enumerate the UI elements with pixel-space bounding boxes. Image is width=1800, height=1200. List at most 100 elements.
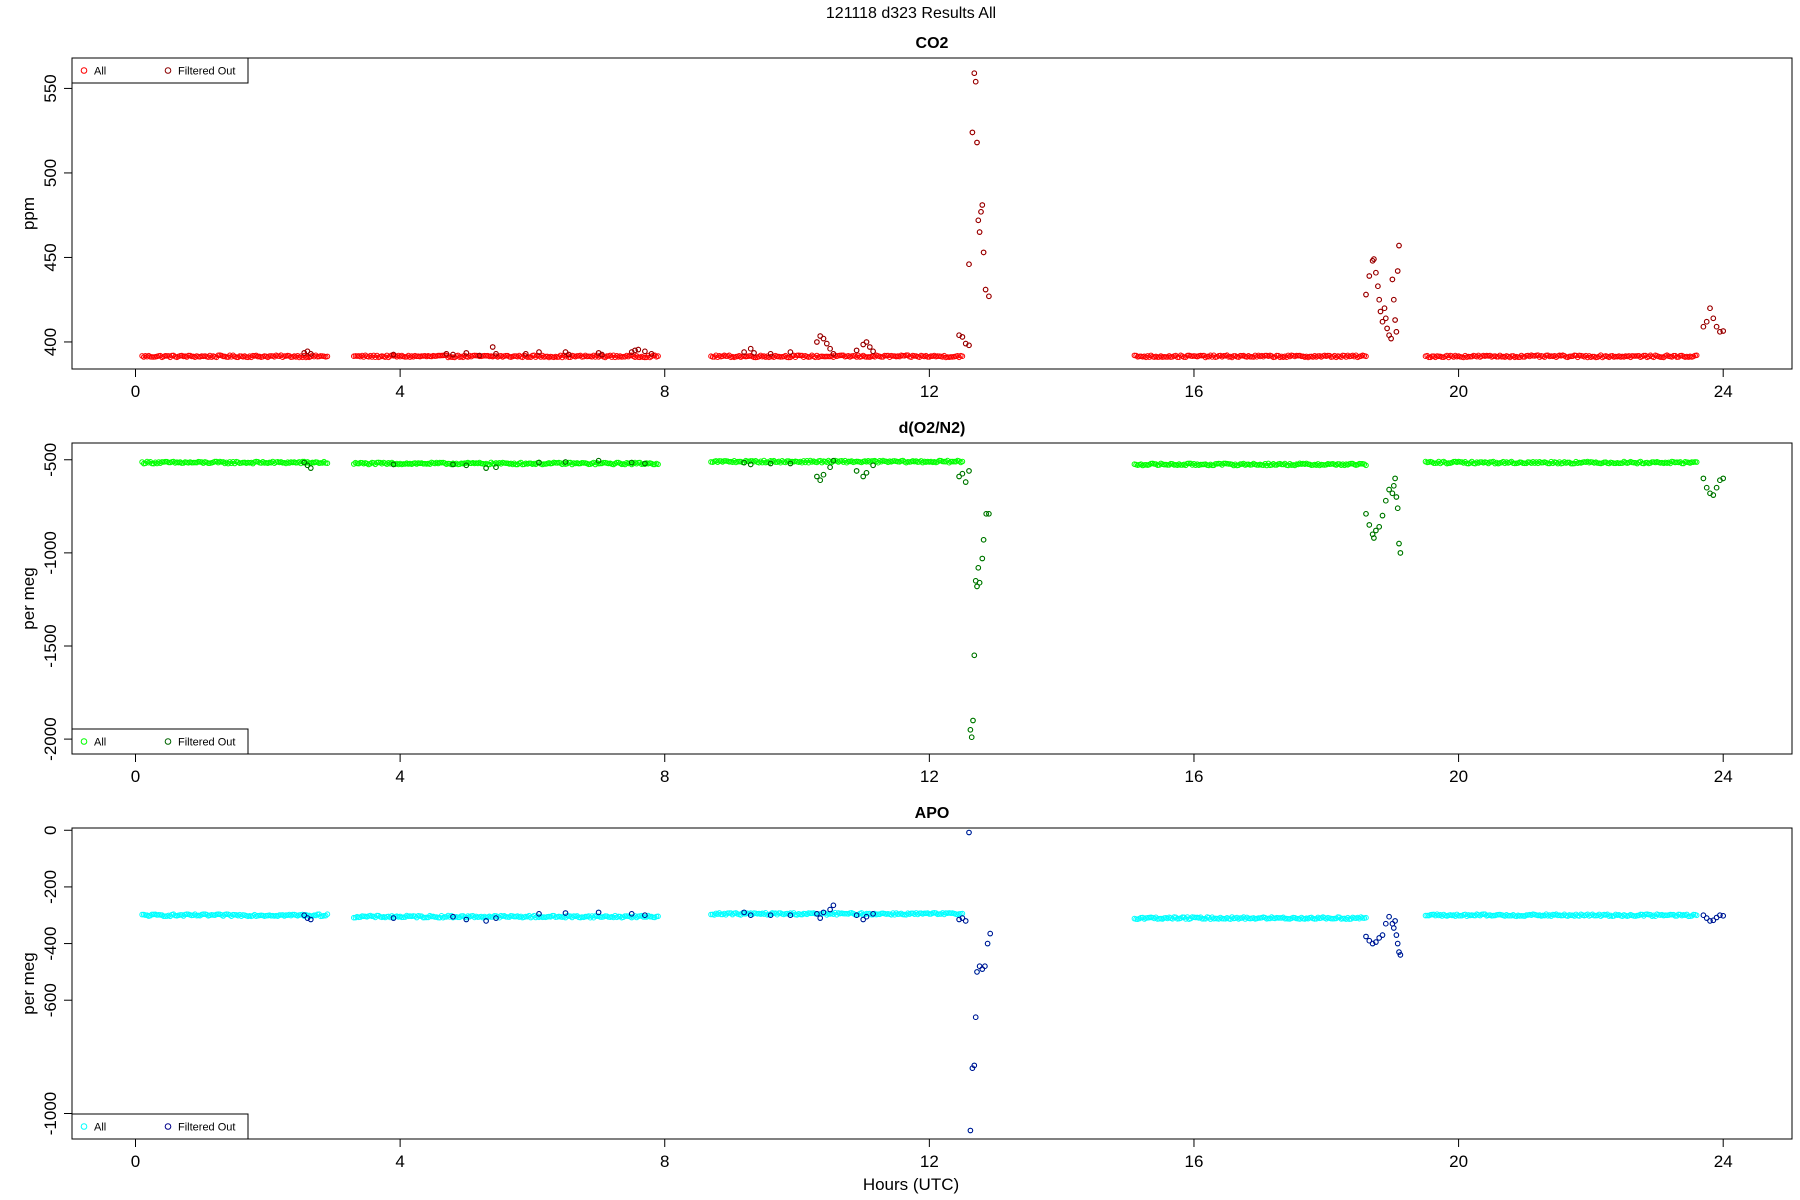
panel-d-o2-n2-legend-marker-filtered-out: [164, 738, 172, 745]
panel-apo-point-filtered-53: [1396, 949, 1402, 955]
panel-d-o2-n2-x-tick-label-12: 12: [920, 767, 939, 786]
panel-d-o2-n2-y-tick-label-500: -500: [41, 443, 60, 477]
panel-d-o2-n2-point-filtered-57: [1397, 550, 1404, 556]
panel-co2-legend-label-filtered-out: Filtered Out: [178, 66, 235, 78]
panel-d-o2-n2-point-filtered-38: [979, 555, 986, 562]
panel-co2-point-all-4-59: [1520, 354, 1526, 360]
panel-co2-point-filtered-8: [489, 344, 496, 350]
panel-apo-point-filtered-50: [1392, 918, 1398, 924]
panel-d-o2-n2-point-filtered-35: [974, 583, 980, 590]
panel-co2-point-filtered-71: [1394, 268, 1401, 274]
panel-d-o2-n2-point-filtered-4: [450, 461, 456, 468]
panel-d-o2-n2-point-all-3-140: [1363, 462, 1369, 469]
panel-co2-point-filtered-4: [443, 351, 450, 357]
panel-co2-point-filtered-77: [1713, 323, 1720, 330]
panel-d-o2-n2-point-filtered-45: [1371, 535, 1377, 541]
panel-co2-point-filtered-28: [820, 335, 827, 342]
panel-d-o2-n2-plot-frame: [71, 442, 1793, 755]
panel-co2-point-all-2-118: [903, 352, 910, 359]
panel-d-o2-n2-x-tick-label-8: 8: [660, 767, 669, 786]
panel-co2-point-all-1-92: [503, 352, 509, 359]
panel-apo-point-all-3-13: [1153, 914, 1159, 921]
panel-apo-y-tick-label-600: -600: [41, 983, 60, 1017]
panel-d-o2-n2-point-all-0-112: [324, 460, 331, 467]
panel-co2-x-tick-label-0: 0: [131, 382, 140, 401]
panel-apo-point-filtered-45: [1379, 932, 1386, 938]
panel-d-o2-n2-point-filtered-22: [853, 468, 860, 474]
panel-apo-point-all-1-142: [585, 913, 592, 919]
panel-d-o2-n2-plot-area: [139, 457, 1726, 741]
panel-apo-point-filtered-14: [747, 912, 754, 919]
panel-apo-point-filtered-16: [787, 912, 794, 919]
panel-d-o2-n2-point-all-1-151: [600, 459, 607, 466]
panel-co2-point-filtered-76: [1710, 315, 1717, 322]
panel-d-o2-n2-point-all-2-127: [918, 458, 924, 464]
panel-co2-point-filtered-67: [1389, 276, 1396, 283]
panel-apo-point-all-4-50: [1505, 912, 1511, 919]
panel-co2-point-filtered-19: [642, 348, 648, 355]
panel-d-o2-n2-point-filtered-7: [493, 464, 499, 471]
panel-co2-point-filtered-62: [1381, 305, 1388, 312]
panel-co2-point-all-3-46: [1207, 352, 1214, 359]
panel-d-o2-n2-point-all-1-115: [541, 461, 547, 467]
panel-apo-point-filtered-44: [1376, 935, 1382, 941]
panel-d-o2-n2-point-filtered-50: [1386, 486, 1392, 493]
panel-apo-point-all-3-90: [1280, 914, 1287, 921]
panel-apo-point-filtered-15: [767, 912, 774, 919]
panel-d-o2-n2-point-filtered-5: [463, 462, 470, 469]
panel-co2-point-all-1-124: [556, 354, 562, 360]
panel-co2-point-filtered-51: [982, 286, 989, 293]
panel-apo-point-filtered-3: [390, 915, 397, 921]
panel-d-o2-n2-point-all-0-53: [227, 459, 233, 465]
panel-co2-point-all-4-150: [1670, 352, 1677, 359]
panel-apo-point-all-2-110: [890, 910, 896, 916]
panel-d-o2-n2-point-all-3-131: [1348, 460, 1354, 467]
panel-d-o2-n2-point-filtered-30: [967, 727, 974, 733]
panel-apo-point-filtered-32: [971, 1062, 978, 1069]
panel-co2-y-tick-label-500: 500: [41, 159, 60, 187]
panel-d-o2-n2-point-filtered-47: [1376, 524, 1382, 530]
panel-d-o2-n2-point-filtered-18: [817, 477, 824, 484]
panel-co2-point-filtered-66: [1388, 335, 1394, 342]
panel-d-o2-n2-point-filtered-48: [1379, 512, 1386, 519]
panel-d-o2-n2-point-all-4-47: [1500, 458, 1506, 465]
panel-co2-point-all-2-150: [956, 354, 962, 361]
panel-co2-point-filtered-36: [870, 348, 876, 355]
panel-co2-point-filtered-58: [1375, 283, 1381, 290]
panel-co2-x-tick-label-12: 12: [920, 382, 939, 401]
panel-d-o2-n2-point-all-4-39: [1487, 459, 1493, 465]
panel-d-o2-n2-point-all-4-156: [1680, 460, 1687, 467]
panel-d-o2-n2-y-tick-label-2000: -2000: [41, 717, 60, 760]
panel-co2-point-filtered-17: [632, 347, 638, 354]
panel-apo-legend-box: [71, 1113, 249, 1140]
panel-co2-point-filtered-45: [974, 139, 980, 146]
panel-co2-point-filtered-34: [863, 339, 870, 345]
panel-co2-point-all-0-66: [248, 354, 255, 361]
panel-co2-point-filtered-2: [308, 351, 314, 357]
panel-d-o2-n2-y-axis-title: per meg: [19, 567, 38, 629]
panel-d-o2-n2-point-all-4-88: [1568, 460, 1574, 467]
panel-d-o2-n2-legend-box: [71, 728, 249, 755]
panel-apo-point-filtered-26: [956, 916, 962, 923]
panel-d-o2-n2-point-all-2-14: [731, 458, 738, 464]
panel-apo-point-all-4-88: [1568, 912, 1574, 919]
panel-apo-x-tick-label-8: 8: [660, 1152, 669, 1171]
panel-co2-series-filtered-out: [301, 70, 1726, 359]
panel-co2-point-filtered-74: [1703, 318, 1710, 325]
panel-apo-point-filtered-0: [301, 912, 308, 919]
panel-apo-y-tick-label-400: -400: [41, 927, 60, 961]
panel-co2-point-filtered-29: [824, 340, 830, 347]
panel-co2-point-all-1-177: [643, 354, 650, 361]
panel-co2-y-tick-label-550: 550: [41, 74, 60, 102]
panel-co2-title: CO2: [916, 35, 949, 52]
panel-apo-point-all-3-41: [1199, 916, 1205, 922]
panel-co2-point-all-1-144: [589, 354, 595, 360]
panel-d-o2-n2-point-all-1-159: [614, 459, 620, 466]
panel-d-o2-n2-x-tick-label-16: 16: [1185, 767, 1204, 786]
panel-co2-point-all-1-155: [607, 352, 614, 359]
panel-d-o2-n2-point-filtered-52: [1391, 483, 1397, 489]
panel-d-o2-n2-point-filtered-36: [975, 565, 982, 571]
panel-co2-legend-marker-all: [80, 67, 88, 74]
panel-co2-point-filtered-43: [971, 70, 978, 76]
